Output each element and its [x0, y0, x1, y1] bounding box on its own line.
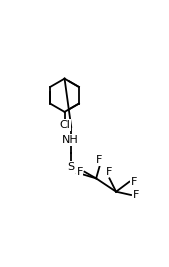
Text: S: S — [68, 162, 75, 172]
Text: NH: NH — [62, 135, 79, 145]
Text: Cl: Cl — [59, 120, 70, 130]
Text: F: F — [131, 177, 137, 187]
Text: F: F — [133, 190, 139, 200]
Text: F: F — [96, 155, 103, 165]
Text: F: F — [76, 167, 83, 177]
Text: F: F — [106, 167, 113, 177]
